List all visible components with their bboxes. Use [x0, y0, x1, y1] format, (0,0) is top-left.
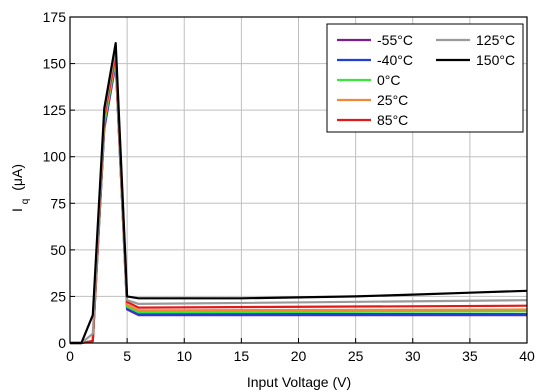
y-axis-title-main: I: [9, 208, 25, 212]
y-tick-label: 100: [43, 149, 67, 165]
x-tick-label: 5: [123, 348, 131, 364]
legend-box: [326, 23, 524, 133]
x-axis: 0 5 10 15 20 25 30 35 40: [66, 338, 535, 364]
x-axis-title: Input Voltage (V): [247, 374, 351, 390]
legend: -55°C -40°C 0°C 25°C 85°C 125°C 150°C: [326, 23, 524, 133]
x-tick-label: 10: [176, 348, 192, 364]
y-tick-label: 125: [43, 102, 67, 118]
y-axis-title-sub: q: [20, 199, 31, 205]
x-tick-label: 35: [462, 348, 478, 364]
x-tick-label: 25: [348, 348, 364, 364]
x-tick-label: 15: [234, 348, 250, 364]
x-tick-label: 0: [66, 348, 74, 364]
y-axis: 0 25 50 75 100 125 150 175: [43, 9, 75, 351]
legend-label: 85°C: [377, 112, 408, 128]
y-axis-title-unit: (μA): [9, 164, 25, 191]
y-axis-title: I q (μA): [9, 164, 31, 212]
y-tick-label: 175: [43, 9, 67, 25]
legend-label: 25°C: [377, 92, 408, 108]
y-tick-label: 0: [58, 335, 66, 351]
series-line-150c: [70, 41, 528, 345]
x-tick-label: 40: [519, 348, 535, 364]
legend-label: 150°C: [476, 52, 515, 68]
y-tick-label: 75: [50, 195, 66, 211]
legend-label: -55°C: [377, 32, 413, 48]
x-tick-label: 20: [291, 348, 307, 364]
legend-label: -40°C: [377, 52, 413, 68]
legend-label: 125°C: [476, 32, 515, 48]
y-tick-label: 150: [43, 56, 67, 72]
x-tick-label: 30: [405, 348, 421, 364]
y-tick-label: 25: [50, 288, 66, 304]
legend-label: 0°C: [377, 72, 401, 88]
y-tick-label: 50: [50, 242, 66, 258]
